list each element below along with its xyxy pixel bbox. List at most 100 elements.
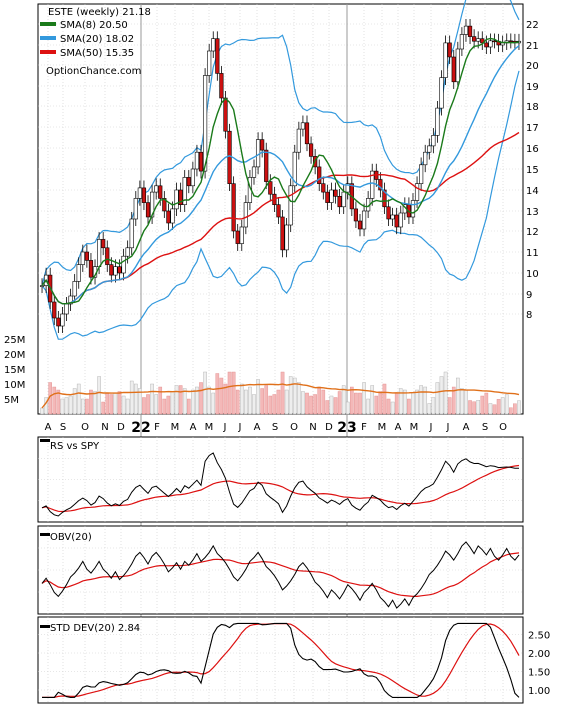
volume-bar — [305, 392, 309, 415]
volume-bar — [374, 395, 379, 415]
std-line — [42, 622, 520, 698]
volume-bar — [480, 395, 485, 415]
candle-body — [435, 107, 440, 136]
candle-body — [390, 214, 395, 220]
candle-body — [447, 42, 452, 58]
volume-bar — [476, 400, 480, 415]
volume-bar — [133, 383, 138, 415]
candle-body — [268, 181, 273, 195]
candle-body — [239, 226, 244, 244]
volume-bar — [215, 373, 220, 415]
volume-bar — [309, 395, 313, 415]
volume-bar — [378, 391, 383, 415]
volume-bar — [325, 400, 330, 415]
volume-bar — [337, 391, 342, 415]
candle-body — [321, 183, 326, 193]
candle-body — [382, 189, 387, 208]
candle-body — [129, 218, 134, 249]
candle-body — [353, 208, 359, 222]
std-tick-label: 1.50 — [528, 668, 550, 679]
x-tick-label: M — [205, 422, 214, 433]
candle-body — [488, 40, 493, 48]
volume-sma — [41, 383, 520, 409]
volume-bar — [407, 398, 411, 415]
rs-grid — [38, 437, 523, 522]
volume-bar — [350, 386, 354, 415]
volume-bar — [162, 398, 167, 415]
candle-body — [288, 185, 293, 226]
volume-bar — [40, 407, 44, 415]
std-tick-label: 1.00 — [528, 686, 550, 697]
candle-body — [484, 42, 489, 48]
candle-body — [158, 185, 163, 199]
volume-bar — [447, 397, 452, 415]
candle-body — [174, 189, 179, 210]
candle-body — [300, 122, 306, 130]
candle-body — [162, 198, 167, 212]
legend-title: ESTE (weekly) 21.18 — [48, 7, 151, 18]
std-axis: 1.00 1.50 2.00 2.50 — [528, 631, 550, 698]
candle-body — [329, 189, 334, 203]
candle-body — [235, 230, 240, 244]
volume-bar — [517, 400, 521, 415]
volume-bar — [288, 376, 293, 415]
x-tick-label: F — [361, 422, 367, 433]
legend-sma20: SMA(20) 18.02 — [60, 34, 134, 45]
moving-averages — [41, 37, 520, 305]
volume-bar — [345, 401, 350, 415]
rs-lines — [41, 452, 520, 517]
candle-body — [207, 50, 212, 76]
candle-body — [280, 216, 285, 251]
x-tick-label: A — [190, 422, 197, 433]
volume-bar — [394, 392, 399, 415]
x-tick-label: J — [238, 422, 242, 433]
volume-bar — [166, 395, 171, 415]
volume-bar — [472, 401, 476, 415]
candle-body — [308, 143, 314, 157]
volume-bar — [85, 398, 89, 415]
volume-bar — [496, 399, 501, 415]
candle-body — [105, 247, 110, 265]
volume-bar — [260, 388, 264, 415]
candle-body — [292, 151, 297, 187]
obv-title: OBV(20) — [50, 532, 92, 543]
price-tick-label: 19 — [526, 82, 539, 93]
volume-bar — [276, 389, 281, 415]
legend-sma50: SMA(50) 15.35 — [60, 48, 134, 59]
candle-body — [101, 239, 106, 249]
candle-body — [202, 75, 208, 172]
bollinger-lower — [41, 70, 520, 340]
volume-bar — [301, 391, 305, 415]
volume-bar — [358, 392, 362, 415]
candle-body — [284, 224, 289, 251]
rs-sma — [41, 464, 520, 513]
candle-body — [451, 56, 456, 83]
volume-bar — [93, 391, 97, 415]
candle-body — [121, 255, 126, 274]
candle-body — [337, 196, 342, 208]
candle-body — [472, 36, 477, 42]
volume-bar — [68, 395, 73, 415]
candle-body — [215, 38, 220, 74]
volume-tick-label: 5M — [4, 395, 19, 406]
volume-bar — [178, 385, 183, 415]
volume-bar — [382, 383, 387, 415]
price-tick-label: 10 — [526, 269, 539, 280]
candle-body — [398, 212, 403, 228]
volume-tick-label: 10M — [4, 380, 25, 391]
candle-body — [166, 210, 171, 224]
volume-bar — [195, 386, 199, 415]
price-tick-label: 15 — [526, 165, 539, 176]
x-tick-label: A — [395, 422, 402, 433]
volume-bar — [244, 389, 248, 415]
volume-bar — [403, 389, 407, 415]
candle-body — [431, 135, 436, 147]
volume-bar — [207, 386, 211, 415]
volume-bar — [451, 386, 456, 415]
candle-body — [463, 25, 469, 35]
x-tick-label: N — [309, 422, 316, 433]
candle-body — [84, 251, 89, 261]
candle-body — [414, 183, 420, 201]
volume-bar — [223, 383, 228, 415]
